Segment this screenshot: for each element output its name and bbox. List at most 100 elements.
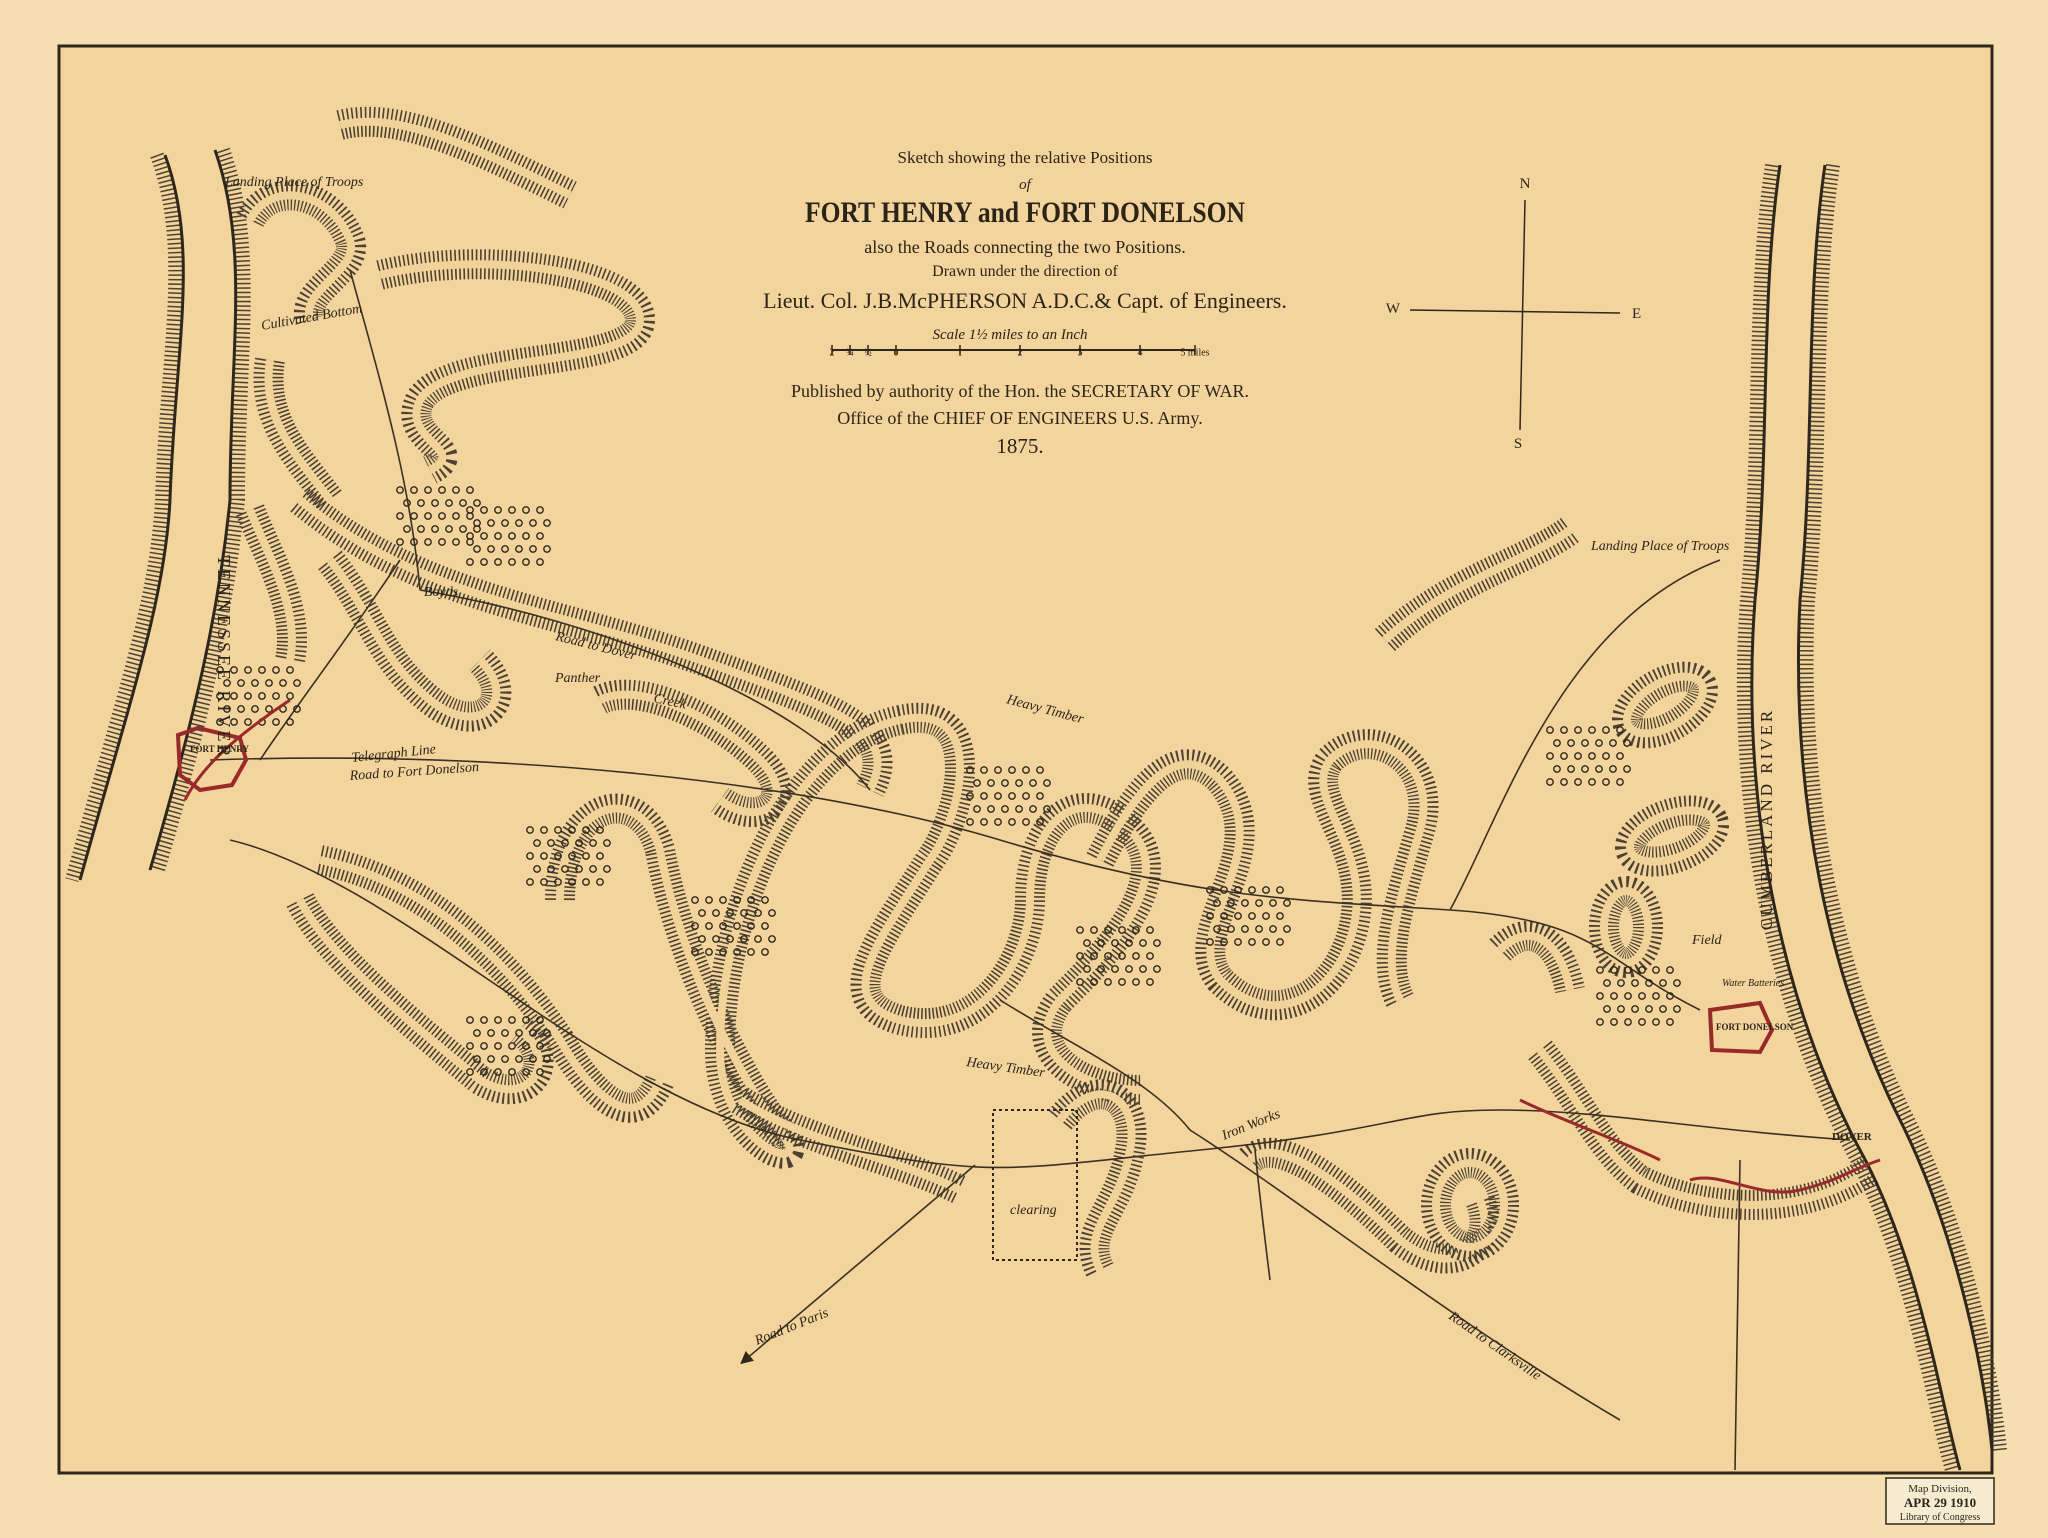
tree: [1076, 926, 1084, 934]
tree: [459, 525, 467, 533]
river-bank-hachure: [65, 152, 183, 882]
tree: [768, 935, 776, 943]
tree: [1213, 925, 1221, 933]
stamp-text: APR 29 1910: [1904, 1495, 1976, 1510]
tree: [1001, 805, 1009, 813]
place-label: Creek: [652, 691, 688, 713]
tree: [1652, 966, 1660, 974]
tree: [719, 948, 727, 956]
tree: [1603, 1005, 1611, 1013]
tree: [1581, 739, 1589, 747]
tree: [244, 666, 252, 674]
tree: [1234, 886, 1242, 894]
tree: [396, 512, 404, 520]
tree: [966, 818, 974, 826]
tree: [1603, 979, 1611, 987]
tree: [272, 692, 280, 700]
tree: [445, 499, 453, 507]
scale-label: 5 miles: [1180, 348, 1209, 359]
tree: [1206, 886, 1214, 894]
tree: [473, 545, 481, 553]
tree: [1262, 912, 1270, 920]
tree: [1617, 979, 1625, 987]
ridge-crest: [1625, 806, 1719, 866]
tree: [1553, 765, 1561, 773]
terrain: [236, 106, 1879, 1277]
tree: [272, 718, 280, 726]
tree: [1206, 938, 1214, 946]
road: [349, 269, 421, 591]
tree: [543, 1029, 551, 1037]
scale-label: 0: [894, 348, 899, 359]
tree: [272, 666, 280, 674]
tree: [244, 718, 252, 726]
tree: [603, 839, 611, 847]
tree: [994, 818, 1002, 826]
ridge-crest: [861, 713, 1133, 1028]
tree: [480, 1068, 488, 1076]
tree: [1015, 805, 1023, 813]
tree: [410, 512, 418, 520]
tree: [223, 679, 231, 687]
road: [999, 999, 1191, 1131]
tree: [1118, 978, 1126, 986]
place-label: clearing: [1010, 1203, 1057, 1218]
tree: [1132, 952, 1140, 960]
tree: [1276, 938, 1284, 946]
tree: [1609, 765, 1617, 773]
tree: [529, 1029, 537, 1037]
tree: [529, 1055, 537, 1063]
tree: [279, 679, 287, 687]
ridge-crest: [246, 508, 296, 661]
place-label: Field: [1691, 933, 1723, 948]
clearing-outline: [992, 1109, 1078, 1261]
fort-label: FORT DONELSON: [1716, 1022, 1794, 1032]
tree: [1610, 1018, 1618, 1026]
tree: [216, 692, 224, 700]
tree: [396, 486, 404, 494]
tree: [719, 922, 727, 930]
tree: [1090, 926, 1098, 934]
tree: [237, 679, 245, 687]
tree: [554, 826, 562, 834]
tree: [987, 779, 995, 787]
tree: [1623, 739, 1631, 747]
tree: [1574, 778, 1582, 786]
tree: [761, 896, 769, 904]
tree: [973, 779, 981, 787]
tree: [761, 922, 769, 930]
tree: [994, 766, 1002, 774]
tree: [1146, 978, 1154, 986]
tree: [494, 506, 502, 514]
tree: [754, 909, 762, 917]
ridge-crest: [737, 1096, 962, 1194]
road: [209, 757, 1701, 1011]
tree: [1673, 1005, 1681, 1013]
tree: [740, 935, 748, 943]
tree: [480, 532, 488, 540]
tree: [1206, 912, 1214, 920]
title-line: Drawn under the direction of: [932, 263, 1118, 280]
tree: [1596, 966, 1604, 974]
tree: [1595, 765, 1603, 773]
ridge-crest: [1497, 931, 1574, 991]
tree: [522, 1016, 530, 1024]
tree: [522, 1068, 530, 1076]
tree: [1616, 752, 1624, 760]
tree: [466, 532, 474, 540]
map-title: FORT HENRY and FORT DONELSON: [805, 196, 1245, 229]
tree: [1043, 779, 1051, 787]
tree: [522, 532, 530, 540]
tree: [466, 506, 474, 514]
tree: [1234, 938, 1242, 946]
road: [740, 1164, 976, 1365]
tree: [501, 519, 509, 527]
tree: [452, 486, 460, 494]
tree: [526, 826, 534, 834]
tree: [1652, 1018, 1660, 1026]
tree: [1638, 992, 1646, 1000]
tree: [494, 558, 502, 566]
tree: [1588, 726, 1596, 734]
